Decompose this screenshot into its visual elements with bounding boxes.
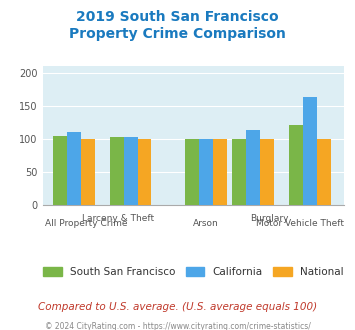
Bar	[213, 139, 227, 205]
Bar	[289, 125, 303, 205]
Bar	[124, 137, 137, 205]
Bar	[233, 139, 246, 205]
Text: Larceny & Theft: Larceny & Theft	[82, 214, 154, 223]
Bar	[53, 136, 67, 205]
Text: 2019 South San Francisco
Property Crime Comparison: 2019 South San Francisco Property Crime …	[69, 10, 286, 41]
Bar	[317, 139, 331, 205]
Bar	[246, 130, 260, 205]
Bar	[81, 139, 95, 205]
Text: Burglary: Burglary	[250, 214, 288, 223]
Bar	[303, 97, 317, 205]
Bar	[137, 139, 151, 205]
Text: Compared to U.S. average. (U.S. average equals 100): Compared to U.S. average. (U.S. average …	[38, 302, 317, 312]
Bar	[67, 132, 81, 205]
Bar	[110, 137, 124, 205]
Text: All Property Crime: All Property Crime	[45, 219, 128, 228]
Text: © 2024 CityRating.com - https://www.cityrating.com/crime-statistics/: © 2024 CityRating.com - https://www.city…	[45, 322, 310, 330]
Legend: South San Francisco, California, National: South San Francisco, California, Nationa…	[39, 262, 348, 281]
Text: Arson: Arson	[193, 219, 219, 228]
Text: Motor Vehicle Theft: Motor Vehicle Theft	[256, 219, 344, 228]
Bar	[185, 139, 199, 205]
Bar	[199, 139, 213, 205]
Bar	[260, 139, 274, 205]
